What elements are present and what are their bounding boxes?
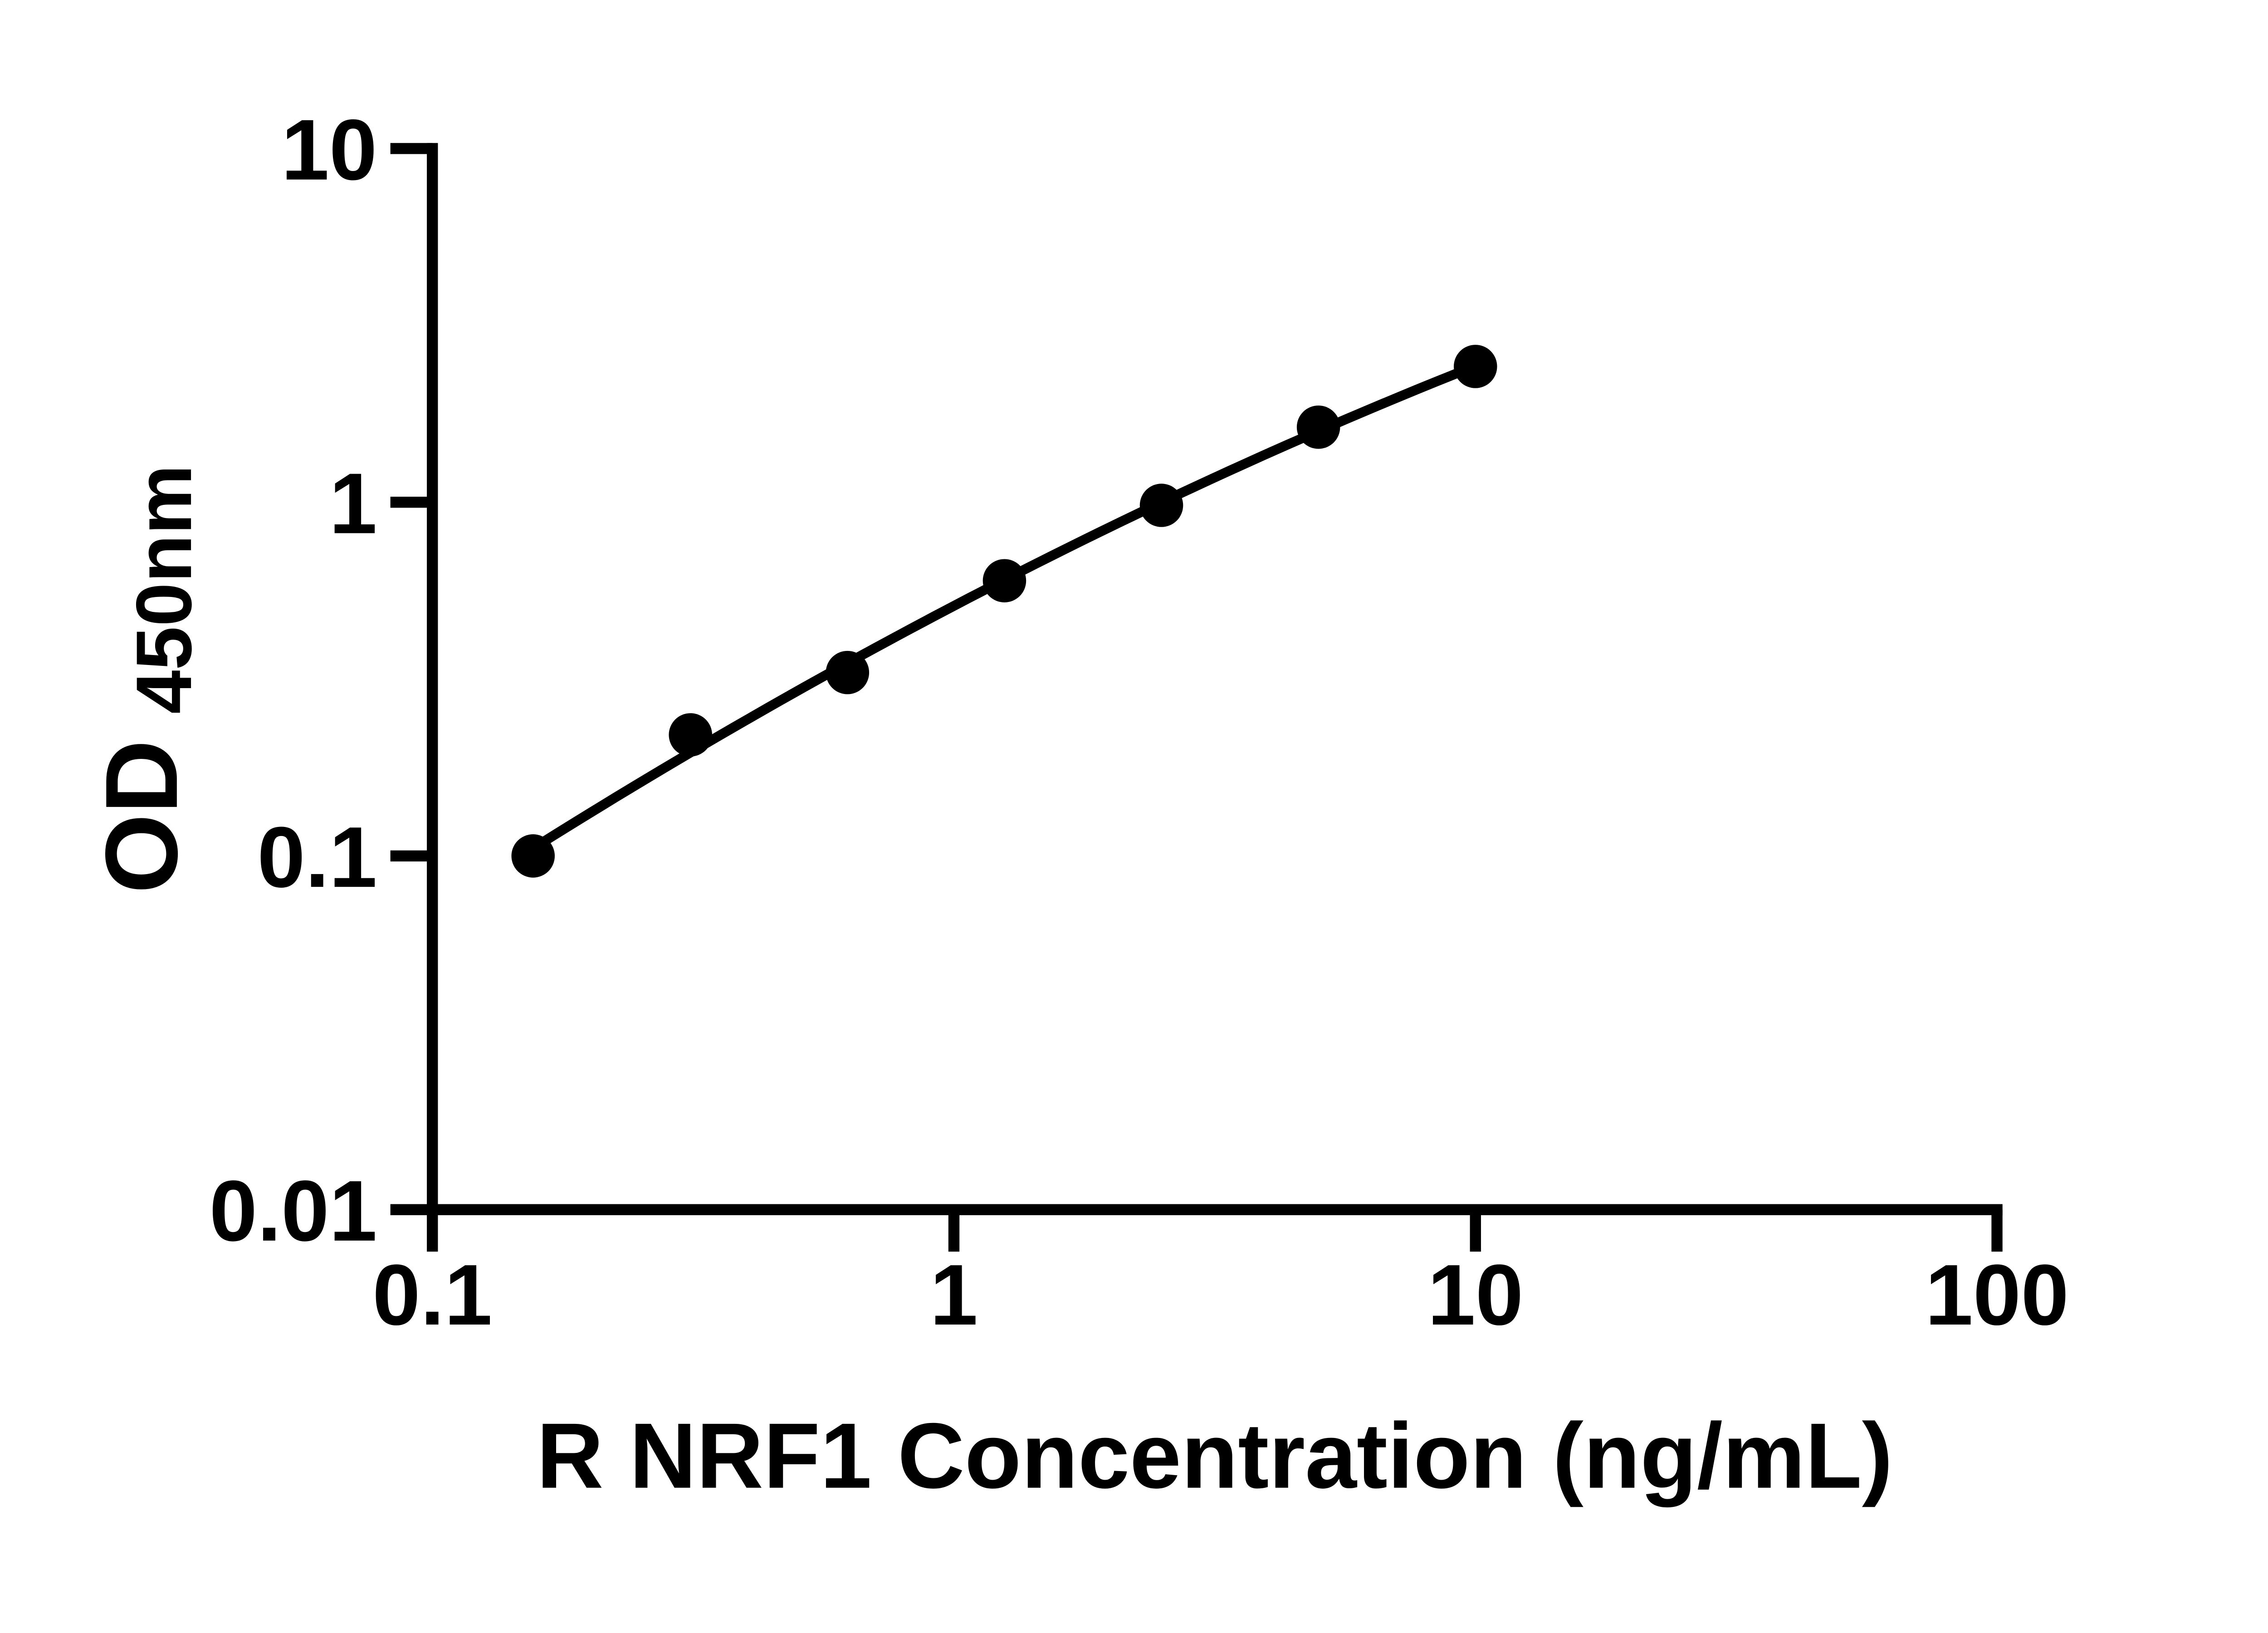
x-ticks [427,1209,2003,1252]
figure-canvas: 0.1 1 10 100 0.01 0.1 1 10 R NRF1 Concentratio… [83,102,2069,1508]
data-point [1453,345,1497,388]
x-tick-label: 1 [930,1247,978,1343]
data-point [669,713,712,757]
x-tick-label: 0.1 [372,1247,492,1343]
data-point [826,650,870,694]
data-point [511,834,555,878]
y-axis-title-sub: 450nm [120,464,208,714]
data-point [982,559,1026,602]
x-tick-label: 10 [1427,1247,1523,1343]
y-axis-title-main: OD [84,740,199,894]
plot-axes [427,143,2003,1215]
y-ticks [390,143,433,1215]
y-tick-labels: 0.01 0.1 1 10 [209,102,377,1259]
data-point [1139,484,1183,527]
y-tick-label: 10 [281,102,377,198]
data-points [511,345,1497,878]
y-tick-label: 0.1 [257,809,377,905]
data-point [1296,405,1340,449]
x-tick-labels: 0.1 1 10 100 [372,1247,2069,1343]
y-axis-title: OD 450nm [84,464,208,894]
y-tick-label: 0.01 [209,1163,377,1259]
y-tick-label: 1 [329,455,377,552]
x-tick-label: 100 [1925,1247,2069,1343]
x-axis-title: R NRF1 Concentration (ng/mL) [537,1404,1893,1508]
